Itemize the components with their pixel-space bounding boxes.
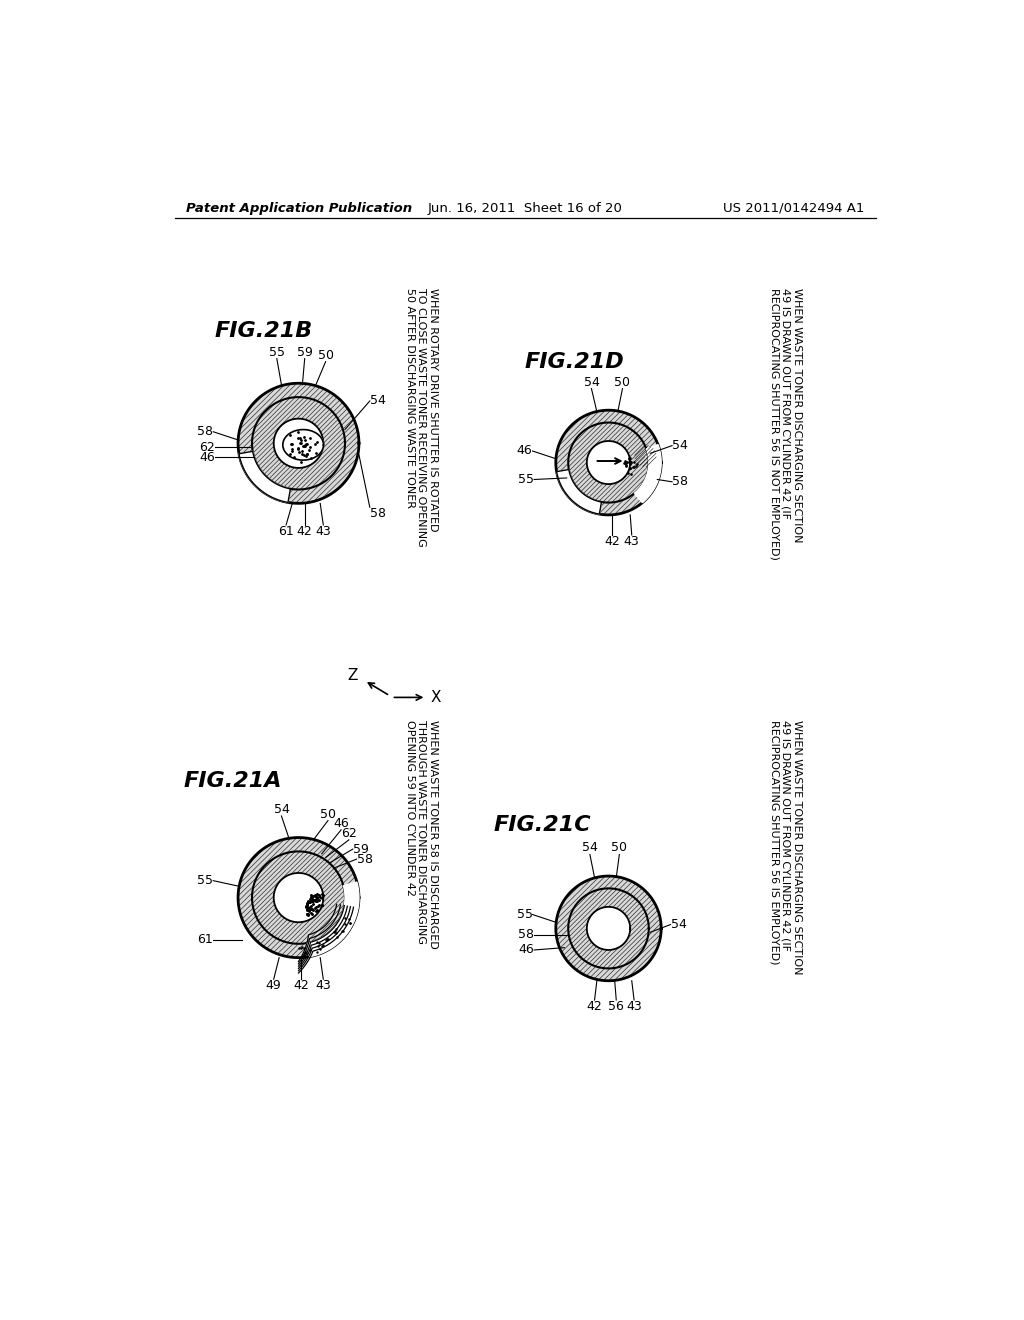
- Text: 58: 58: [518, 928, 535, 941]
- Text: 55: 55: [516, 908, 532, 921]
- Text: 54: 54: [584, 376, 599, 388]
- Text: 54: 54: [370, 395, 386, 408]
- Text: 50: 50: [614, 376, 631, 388]
- Text: 54: 54: [582, 841, 598, 854]
- Polygon shape: [239, 451, 291, 503]
- Text: 59: 59: [352, 842, 369, 855]
- Polygon shape: [283, 429, 324, 461]
- Text: 46: 46: [199, 450, 215, 463]
- Text: FIG.21A: FIG.21A: [183, 771, 283, 792]
- Text: WHEN WASTE TONER DISCHARGING SECTION
49 IS DRAWN OUT FROM CYLINDER 42 (IF
RECIPR: WHEN WASTE TONER DISCHARGING SECTION 49 …: [769, 288, 802, 560]
- Polygon shape: [556, 411, 662, 515]
- Text: Z: Z: [348, 668, 358, 684]
- Text: 62: 62: [199, 441, 215, 454]
- Text: 43: 43: [627, 1001, 642, 1012]
- Text: 54: 54: [671, 917, 686, 931]
- Text: Patent Application Publication: Patent Application Publication: [186, 202, 413, 215]
- Text: 43: 43: [624, 535, 640, 548]
- Text: 58: 58: [370, 507, 386, 520]
- Text: X: X: [431, 690, 441, 705]
- Polygon shape: [252, 397, 345, 490]
- Text: FIG.21C: FIG.21C: [494, 816, 592, 836]
- Polygon shape: [587, 441, 630, 484]
- Text: US 2011/0142494 A1: US 2011/0142494 A1: [723, 202, 864, 215]
- Text: 58: 58: [356, 853, 373, 866]
- Text: FIG.21D: FIG.21D: [524, 352, 625, 372]
- Text: FIG.21B: FIG.21B: [215, 321, 313, 341]
- Text: 50: 50: [317, 348, 334, 362]
- Polygon shape: [273, 418, 324, 467]
- Polygon shape: [306, 882, 359, 957]
- Polygon shape: [252, 851, 345, 944]
- Text: 55: 55: [518, 473, 535, 486]
- Text: 50: 50: [611, 841, 628, 854]
- Text: 55: 55: [268, 346, 285, 359]
- Polygon shape: [568, 888, 649, 969]
- Polygon shape: [252, 851, 345, 944]
- Polygon shape: [238, 383, 359, 503]
- Polygon shape: [568, 422, 649, 503]
- Text: WHEN WASTE TONER DISCHARGING SECTION
49 IS DRAWN OUT FROM CYLINDER 42 (IF
RECIPR: WHEN WASTE TONER DISCHARGING SECTION 49 …: [769, 721, 802, 975]
- Text: 46: 46: [518, 944, 535, 957]
- Polygon shape: [238, 838, 359, 957]
- Text: 55: 55: [198, 874, 213, 887]
- Text: 42: 42: [587, 1001, 602, 1012]
- Polygon shape: [587, 907, 630, 950]
- Text: 50: 50: [319, 808, 336, 821]
- Text: 61: 61: [279, 525, 294, 539]
- Text: 42: 42: [604, 535, 621, 548]
- Text: 54: 54: [273, 803, 290, 816]
- Text: 43: 43: [315, 979, 331, 993]
- Text: 58: 58: [672, 475, 688, 488]
- Text: 46: 46: [517, 445, 532, 458]
- Text: WHEN ROTARY DRIVE SHUTTER IS ROTATED
TO CLOSE WASTE TONER RECEIVING OPENING
50 A: WHEN ROTARY DRIVE SHUTTER IS ROTATED TO …: [404, 288, 438, 546]
- Text: WHEN WASTE TONER 58 IS DISCHARGED
THROUGH WASTE TONER DISCHARGING
OPENING 59 INT: WHEN WASTE TONER 58 IS DISCHARGED THROUG…: [404, 721, 438, 949]
- Text: 42: 42: [293, 979, 308, 993]
- Text: 49: 49: [266, 979, 282, 993]
- Text: 59: 59: [297, 346, 312, 359]
- Text: 42: 42: [297, 525, 312, 539]
- Polygon shape: [556, 876, 662, 981]
- Text: 46: 46: [333, 817, 349, 830]
- Polygon shape: [568, 888, 649, 969]
- Polygon shape: [568, 422, 649, 503]
- Text: 56: 56: [608, 1001, 625, 1012]
- Text: Jun. 16, 2011  Sheet 16 of 20: Jun. 16, 2011 Sheet 16 of 20: [427, 202, 623, 215]
- Polygon shape: [557, 470, 601, 513]
- Text: 61: 61: [198, 933, 213, 946]
- Text: 43: 43: [315, 525, 331, 539]
- Polygon shape: [252, 397, 345, 490]
- Polygon shape: [635, 445, 662, 503]
- Text: 58: 58: [198, 425, 213, 438]
- Text: 62: 62: [341, 826, 356, 840]
- Polygon shape: [273, 873, 324, 923]
- Text: 54: 54: [672, 440, 688, 453]
